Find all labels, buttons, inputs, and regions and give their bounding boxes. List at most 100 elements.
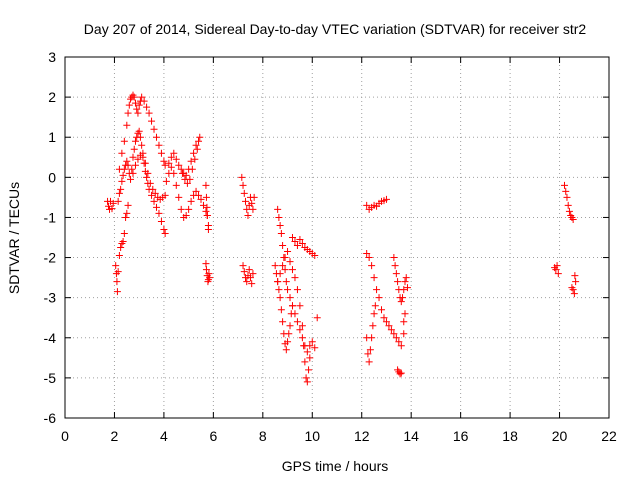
data-point xyxy=(288,266,296,274)
data-point xyxy=(134,109,142,117)
data-point xyxy=(146,179,154,187)
data-point xyxy=(400,330,408,338)
data-point xyxy=(565,207,573,215)
data-point xyxy=(239,181,247,189)
data-point xyxy=(365,358,373,366)
data-point xyxy=(306,354,314,362)
y-tick-label: -6 xyxy=(44,410,57,426)
data-point xyxy=(157,217,165,225)
data-point xyxy=(250,193,258,201)
data-point xyxy=(291,238,299,246)
data-point xyxy=(170,169,178,177)
data-point xyxy=(248,199,256,207)
data-point xyxy=(277,229,285,237)
data-point xyxy=(192,187,200,195)
data-point xyxy=(149,185,157,193)
data-point xyxy=(123,209,131,217)
data-point xyxy=(284,286,292,294)
data-point xyxy=(120,229,128,237)
data-point xyxy=(185,205,193,213)
data-point xyxy=(160,157,168,165)
data-point xyxy=(135,101,143,109)
data-point xyxy=(151,189,159,197)
data-point xyxy=(177,165,185,173)
data-point xyxy=(287,310,295,318)
data-point xyxy=(271,262,279,270)
data-point xyxy=(125,101,133,109)
data-point xyxy=(129,153,137,161)
data-point xyxy=(275,286,283,294)
data-point xyxy=(113,288,121,296)
data-point xyxy=(150,125,158,133)
y-tick-label: -3 xyxy=(44,290,57,306)
x-tick-label: 8 xyxy=(259,428,267,444)
data-point xyxy=(279,318,287,326)
data-point xyxy=(313,314,321,322)
data-point xyxy=(175,161,183,169)
data-point xyxy=(131,99,139,107)
data-point xyxy=(380,314,388,322)
data-point xyxy=(569,286,577,294)
data-point xyxy=(195,137,203,145)
data-point xyxy=(274,205,282,213)
y-tick-label: 1 xyxy=(48,129,56,145)
data-point xyxy=(192,141,200,149)
x-tick-label: 6 xyxy=(209,428,217,444)
data-point xyxy=(124,201,132,209)
data-point xyxy=(117,244,125,252)
data-point xyxy=(285,330,293,338)
grid xyxy=(65,57,609,418)
data-point xyxy=(165,159,173,167)
data-point xyxy=(181,175,189,183)
data-point xyxy=(282,278,290,286)
data-point xyxy=(131,137,139,145)
data-point xyxy=(206,274,214,282)
data-point xyxy=(204,225,212,233)
data-point xyxy=(396,370,404,378)
data-point xyxy=(203,203,211,211)
data-point xyxy=(387,326,395,334)
data-point xyxy=(249,205,257,213)
data-point xyxy=(400,286,408,294)
data-point xyxy=(296,302,304,310)
data-point xyxy=(564,201,572,209)
data-point xyxy=(298,240,306,248)
data-point xyxy=(114,268,122,276)
data-point xyxy=(378,306,386,314)
data-point xyxy=(144,169,152,177)
data-point xyxy=(282,346,290,354)
data-point xyxy=(119,171,127,179)
data-point xyxy=(118,149,126,157)
data-point xyxy=(138,93,146,101)
data-point xyxy=(401,310,409,318)
data-point xyxy=(175,193,183,201)
data-point xyxy=(554,270,562,278)
data-point xyxy=(155,209,163,217)
data-point xyxy=(400,318,408,326)
data-point xyxy=(305,366,313,374)
data-point xyxy=(363,201,371,209)
data-point xyxy=(202,260,210,268)
data-point xyxy=(122,213,130,221)
data-point xyxy=(114,197,122,205)
data-point xyxy=(141,159,149,167)
data-point xyxy=(370,310,378,318)
data-point xyxy=(202,266,210,274)
data-point xyxy=(155,141,163,149)
data-point xyxy=(205,270,213,278)
data-point xyxy=(397,298,405,306)
data-point xyxy=(195,191,203,199)
x-tick-label: 18 xyxy=(502,428,518,444)
data-point xyxy=(196,133,204,141)
data-point xyxy=(170,149,178,157)
data-point xyxy=(140,97,148,105)
data-point xyxy=(242,197,250,205)
data-point xyxy=(276,221,284,229)
data-point xyxy=(249,270,257,278)
data-point xyxy=(243,205,251,213)
data-point xyxy=(136,133,144,141)
data-point xyxy=(183,179,191,187)
y-tick-label: -1 xyxy=(44,209,57,225)
